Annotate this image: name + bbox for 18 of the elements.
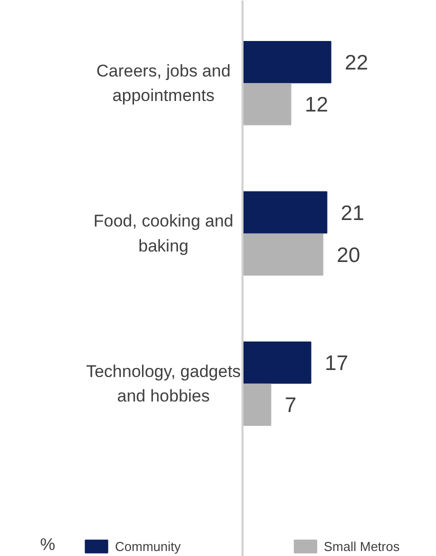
bar xyxy=(242,191,328,234)
data-label: 12 xyxy=(304,94,328,117)
data-label: 7 xyxy=(284,394,296,418)
bar xyxy=(242,384,272,426)
bar xyxy=(242,83,292,126)
data-label: 20 xyxy=(336,244,360,267)
y-tick-label: Food, cooking and baking xyxy=(94,212,234,256)
bar xyxy=(242,40,332,84)
text: % xyxy=(40,534,56,554)
y-tick-label: Technology, gadgets and hobbies xyxy=(86,362,241,406)
bar xyxy=(242,233,324,276)
y-tick-label: Careers, jobs and appointments xyxy=(96,61,231,105)
legend-label: Community xyxy=(115,538,181,554)
bar xyxy=(242,342,312,384)
data-label: 21 xyxy=(340,202,364,225)
legend-label: Small Metros xyxy=(324,538,400,554)
data-label: 22 xyxy=(344,52,368,75)
data-label: 17 xyxy=(324,352,348,376)
